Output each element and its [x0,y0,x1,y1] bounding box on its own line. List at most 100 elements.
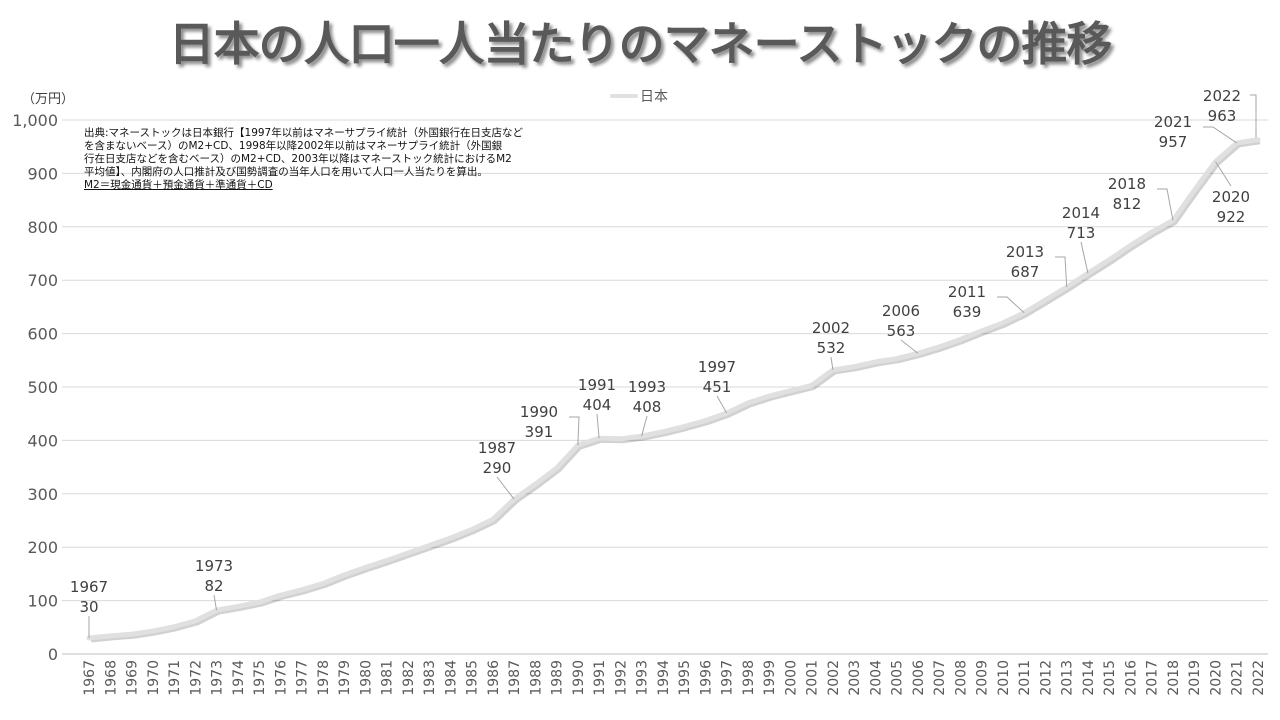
leader-line [1080,241,1089,274]
y-tick-label: 0 [48,645,58,664]
leader-line [997,296,1025,314]
x-tick-label: 1992 [613,660,629,696]
data-label-year: 2022 [1203,87,1241,105]
data-label-value: 532 [817,339,846,357]
x-tick-label: 2021 [1230,660,1246,696]
data-label-year: 1967 [70,578,108,596]
data-label-value: 290 [483,459,512,477]
x-tick-label: 2018 [1166,660,1182,696]
data-label-value: 639 [953,303,982,321]
data-label-year: 2020 [1212,188,1250,206]
y-axis-unit-label: （万円） [22,92,75,107]
x-tick-label: 1968 [103,660,119,696]
data-label-year: 1997 [698,358,736,376]
source-note: 出典:マネーストックは日本銀行【1997年以前はマネーサプライ統計（外国銀行在日… [84,127,544,192]
data-label-year: 2014 [1062,204,1100,222]
data-label-value: 82 [204,577,223,595]
source-note-line: 平均値】、内閣府の人口推計及び国勢調査の当年人口を用いて人口一人当たりを算出。 [84,166,488,178]
x-tick-label: 1984 [443,660,459,696]
y-tick-label: 100 [27,592,58,611]
x-tick-label: 2013 [1060,660,1076,696]
x-tick-label: 1975 [252,660,268,696]
source-note-line: 出典:マネーストックは日本銀行【1997年以前はマネーサプライ統計（外国銀行在日… [84,127,524,139]
y-tick-label: 1,000 [12,111,58,130]
y-tick-label: 600 [27,325,58,344]
x-tick-label: 1985 [465,660,481,696]
x-tick-label: 2001 [805,660,821,696]
legend-swatch [610,94,638,98]
x-tick-label: 2011 [1017,660,1033,696]
data-label-year: 1990 [520,403,558,421]
leader-line [596,413,600,439]
x-tick-label: 2016 [1123,660,1139,696]
leader-line [213,594,218,611]
y-tick-label: 300 [27,485,58,504]
x-tick-label: 2009 [975,660,991,696]
data-label-value: 391 [525,423,554,441]
x-tick-label: 1983 [422,660,438,696]
x-tick-label: 1994 [656,660,672,696]
legend-label: 日本 [640,89,668,105]
leader-line [1157,188,1174,221]
x-tick-label: 2003 [847,660,863,696]
x-tick-label: 1972 [188,660,204,696]
x-tick-label: 1981 [380,660,396,696]
x-tick-label: 2015 [1102,660,1118,696]
series-line [86,137,1261,641]
x-tick-label: 2004 [868,660,884,696]
data-label-value: 963 [1208,107,1237,125]
y-tick-label: 500 [27,378,58,397]
leader-line [569,416,580,446]
x-tick-label: 1991 [592,660,608,696]
y-tick-label: 700 [27,271,58,290]
x-tick-label: 2014 [1081,660,1097,696]
leader-line [1215,161,1232,187]
data-label-year: 1993 [628,378,666,396]
x-tick-label: 1997 [720,660,736,696]
x-tick-label: 1996 [698,660,714,696]
data-label-year: 2013 [1006,243,1044,261]
x-tick-label: 2002 [826,660,842,696]
x-tick-label: 1978 [316,660,332,696]
x-tick-label: 2007 [932,660,948,696]
x-tick-label: 1969 [125,660,141,696]
data-label-value: 563 [887,322,916,340]
data-label-value: 713 [1067,224,1096,242]
x-tick-label: 1993 [635,660,651,696]
m2-definition: M2＝現金通貨＋預金通貨＋準通貨＋CD [84,179,273,191]
y-tick-label: 200 [27,538,58,557]
data-label-year: 2002 [812,319,850,337]
data-label-year: 1973 [195,557,233,575]
source-note-line: 行在日支店などを含むベース）のM2+CD、2003年以降はマネーストック統計にお… [84,153,512,165]
leader-line [1203,126,1238,144]
x-tick-label: 1980 [358,660,374,696]
x-tick-label: 1989 [550,660,566,696]
x-tick-label: 1998 [741,660,757,696]
data-label-year: 2011 [948,283,986,301]
x-tick-label: 2012 [1038,660,1054,696]
leader-line [716,395,728,414]
x-tick-label: 2019 [1187,660,1203,696]
x-tick-label: 1977 [295,660,311,696]
x-tick-label: 1970 [146,660,162,696]
data-label-value: 451 [703,378,732,396]
x-tick-label: 1971 [167,660,183,696]
leader-line [900,339,919,354]
data-label-value: 922 [1217,208,1246,226]
data-label-year: 2021 [1154,113,1192,131]
x-tick-label: 1987 [507,660,523,696]
y-tick-label: 400 [27,431,58,450]
leader-line [830,356,834,370]
leader-line [1055,256,1068,288]
x-tick-label: 2020 [1208,660,1224,696]
y-tick-label: 800 [27,218,58,237]
leader-line [496,476,515,500]
data-label-value: 30 [79,598,98,616]
x-tick-label: 2000 [783,660,799,696]
leader-line [1250,94,1257,138]
x-tick-label: 1982 [401,660,417,696]
legend: 日本 [610,86,668,106]
data-label-value: 812 [1113,195,1142,213]
data-label-value: 957 [1159,133,1188,151]
